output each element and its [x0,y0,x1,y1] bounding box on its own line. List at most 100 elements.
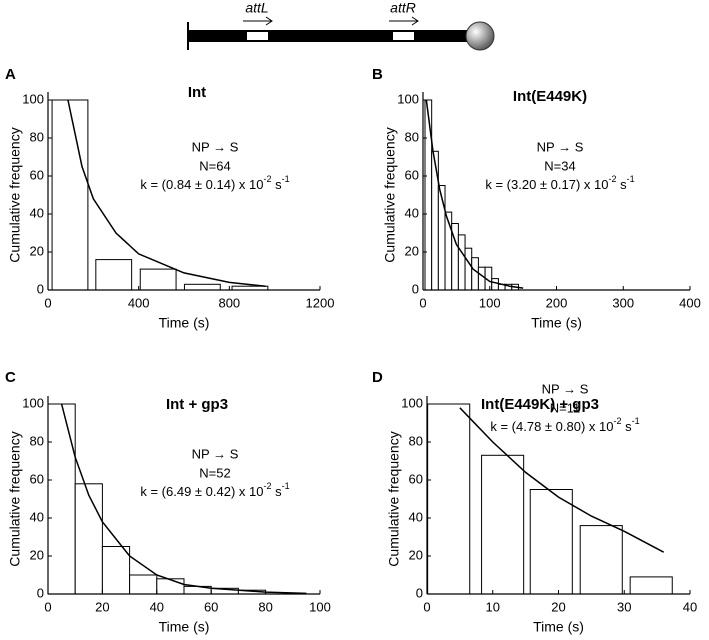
bar [491,278,499,291]
fit-label-part: -2 [608,174,616,184]
bar [156,578,185,595]
fit-label: k = (6.49 ± 0.42) x 10-2 s-1 [140,481,289,499]
bar [51,99,89,291]
x-tick-label: 800 [218,295,240,310]
fit-label-part: -1 [632,416,640,426]
arrow-head [265,16,273,26]
fit-label-part: s [617,177,628,192]
chart-panel: B Int(E449K) 0 20 40 60 80 100 0 100 200 300 400 Time… [372,66,701,331]
annotation: N=34 [544,158,575,173]
x-tick-label: 20 [95,599,109,614]
y-tick-label: 40 [30,509,44,524]
fit-label-part: s [272,177,283,192]
panel-label: D [372,369,383,386]
y-tick-label: 80 [409,433,423,448]
arrow-head [411,16,419,26]
x-axis-label: Time (s) [159,619,210,635]
x-tick-label: 60 [204,599,218,614]
x-tick-label: 1200 [306,295,335,310]
fit-label-part: -2 [263,174,271,184]
bar [457,234,466,291]
y-tick-label: 0 [416,585,423,600]
bar [427,403,471,595]
x-axis-label: Time (s) [533,619,584,635]
bar [629,576,673,595]
y-tick-label: 100 [397,91,419,106]
y-tick-label: 60 [30,167,44,182]
y-tick-label: 80 [405,129,419,144]
annotation: N=64 [199,158,230,173]
chart-panel: C Int + gp3 0 20 40 60 80 100 0 20 40 60 80 100 Time (… [5,369,331,635]
fit-label-part: -2 [613,416,621,426]
y-tick-label: 100 [22,395,44,410]
fit-label-part: k = (6.49 ± 0.42) x 10 [140,484,263,499]
y-axis-label: Cumulative frequency [7,127,23,262]
y-tick-label: 80 [30,433,44,448]
y-tick-label: 60 [405,167,419,182]
annotation: NP → S [537,139,584,154]
bar [579,525,623,595]
fit-curve [67,99,266,287]
annotation: N=52 [199,465,230,480]
fit-curve [60,403,307,595]
x-tick-label: 0 [44,599,51,614]
bar [529,489,573,595]
fit-label: k = (3.20 ± 0.17) x 10-2 s-1 [485,174,634,192]
dna-bar [188,30,480,42]
bar [74,483,103,595]
fit-label-part: s [622,419,633,434]
x-axis-label: Time (s) [531,315,582,331]
fit-label-part: k = (0.84 ± 0.14) x 10 [140,177,263,192]
site-label: attR [390,0,416,16]
y-tick-label: 60 [409,471,423,486]
y-tick-label: 0 [412,281,419,296]
bar [477,266,486,291]
panel-label: B [372,66,383,83]
annotation: NP → S [192,139,239,154]
fit-label-part: k = (3.20 ± 0.17) x 10 [485,177,608,192]
chart-panel: D Int(E449K) + gp3 0 20 40 60 80 100 0 10 20 30 40 Ti… [372,369,697,635]
annotation: NP → S [542,381,589,396]
x-tick-label: 0 [419,295,426,310]
y-tick-label: 60 [30,471,44,486]
x-tick-label: 0 [423,599,430,614]
x-tick-label: 400 [679,295,701,310]
y-tick-label: 20 [30,547,44,562]
x-tick-label: 40 [150,599,164,614]
chart-panel: A Int 0 20 40 60 80 100 0 400 800 1200 Time (s) Cumul… [5,66,334,331]
fit-label-part: -1 [282,481,290,491]
chart-title: Int(E449K) + gp3 [481,396,599,413]
y-tick-label: 20 [405,243,419,258]
bar [129,574,158,595]
y-axis-label: Cumulative frequency [382,127,398,262]
bar [481,454,525,595]
y-tick-label: 80 [30,129,44,144]
bar [464,247,473,291]
site-label: attL [245,0,268,16]
y-tick-label: 40 [30,205,44,220]
y-axis-label: Cumulative frequency [7,431,23,566]
x-tick-label: 100 [309,599,331,614]
x-tick-label: 80 [258,599,272,614]
y-axis-label: Cumulative frequency [386,431,402,566]
annotation: NP → S [192,446,239,461]
att-site [393,32,414,40]
fit-label: k = (0.84 ± 0.14) x 10-2 s-1 [140,174,289,192]
fit-label: k = (4.78 ± 0.80) x 10-2 s-1 [490,416,639,434]
fit-label-part: k = (4.78 ± 0.80) x 10 [490,419,613,434]
fit-label-part: s [272,484,283,499]
chart-title: Int(E449K) [513,88,587,105]
annotation: N=11 [550,400,580,415]
x-tick-label: 400 [128,295,150,310]
y-tick-label: 20 [30,243,44,258]
chart-title: Int + gp3 [166,396,228,413]
panel-label: C [5,369,16,386]
fit-label-part: -1 [627,174,635,184]
x-tick-label: 300 [612,295,634,310]
y-tick-label: 0 [37,585,44,600]
fit-label-part: -1 [282,174,290,184]
fit-curve [459,407,665,553]
bar [183,283,221,291]
x-tick-label: 10 [486,599,500,614]
